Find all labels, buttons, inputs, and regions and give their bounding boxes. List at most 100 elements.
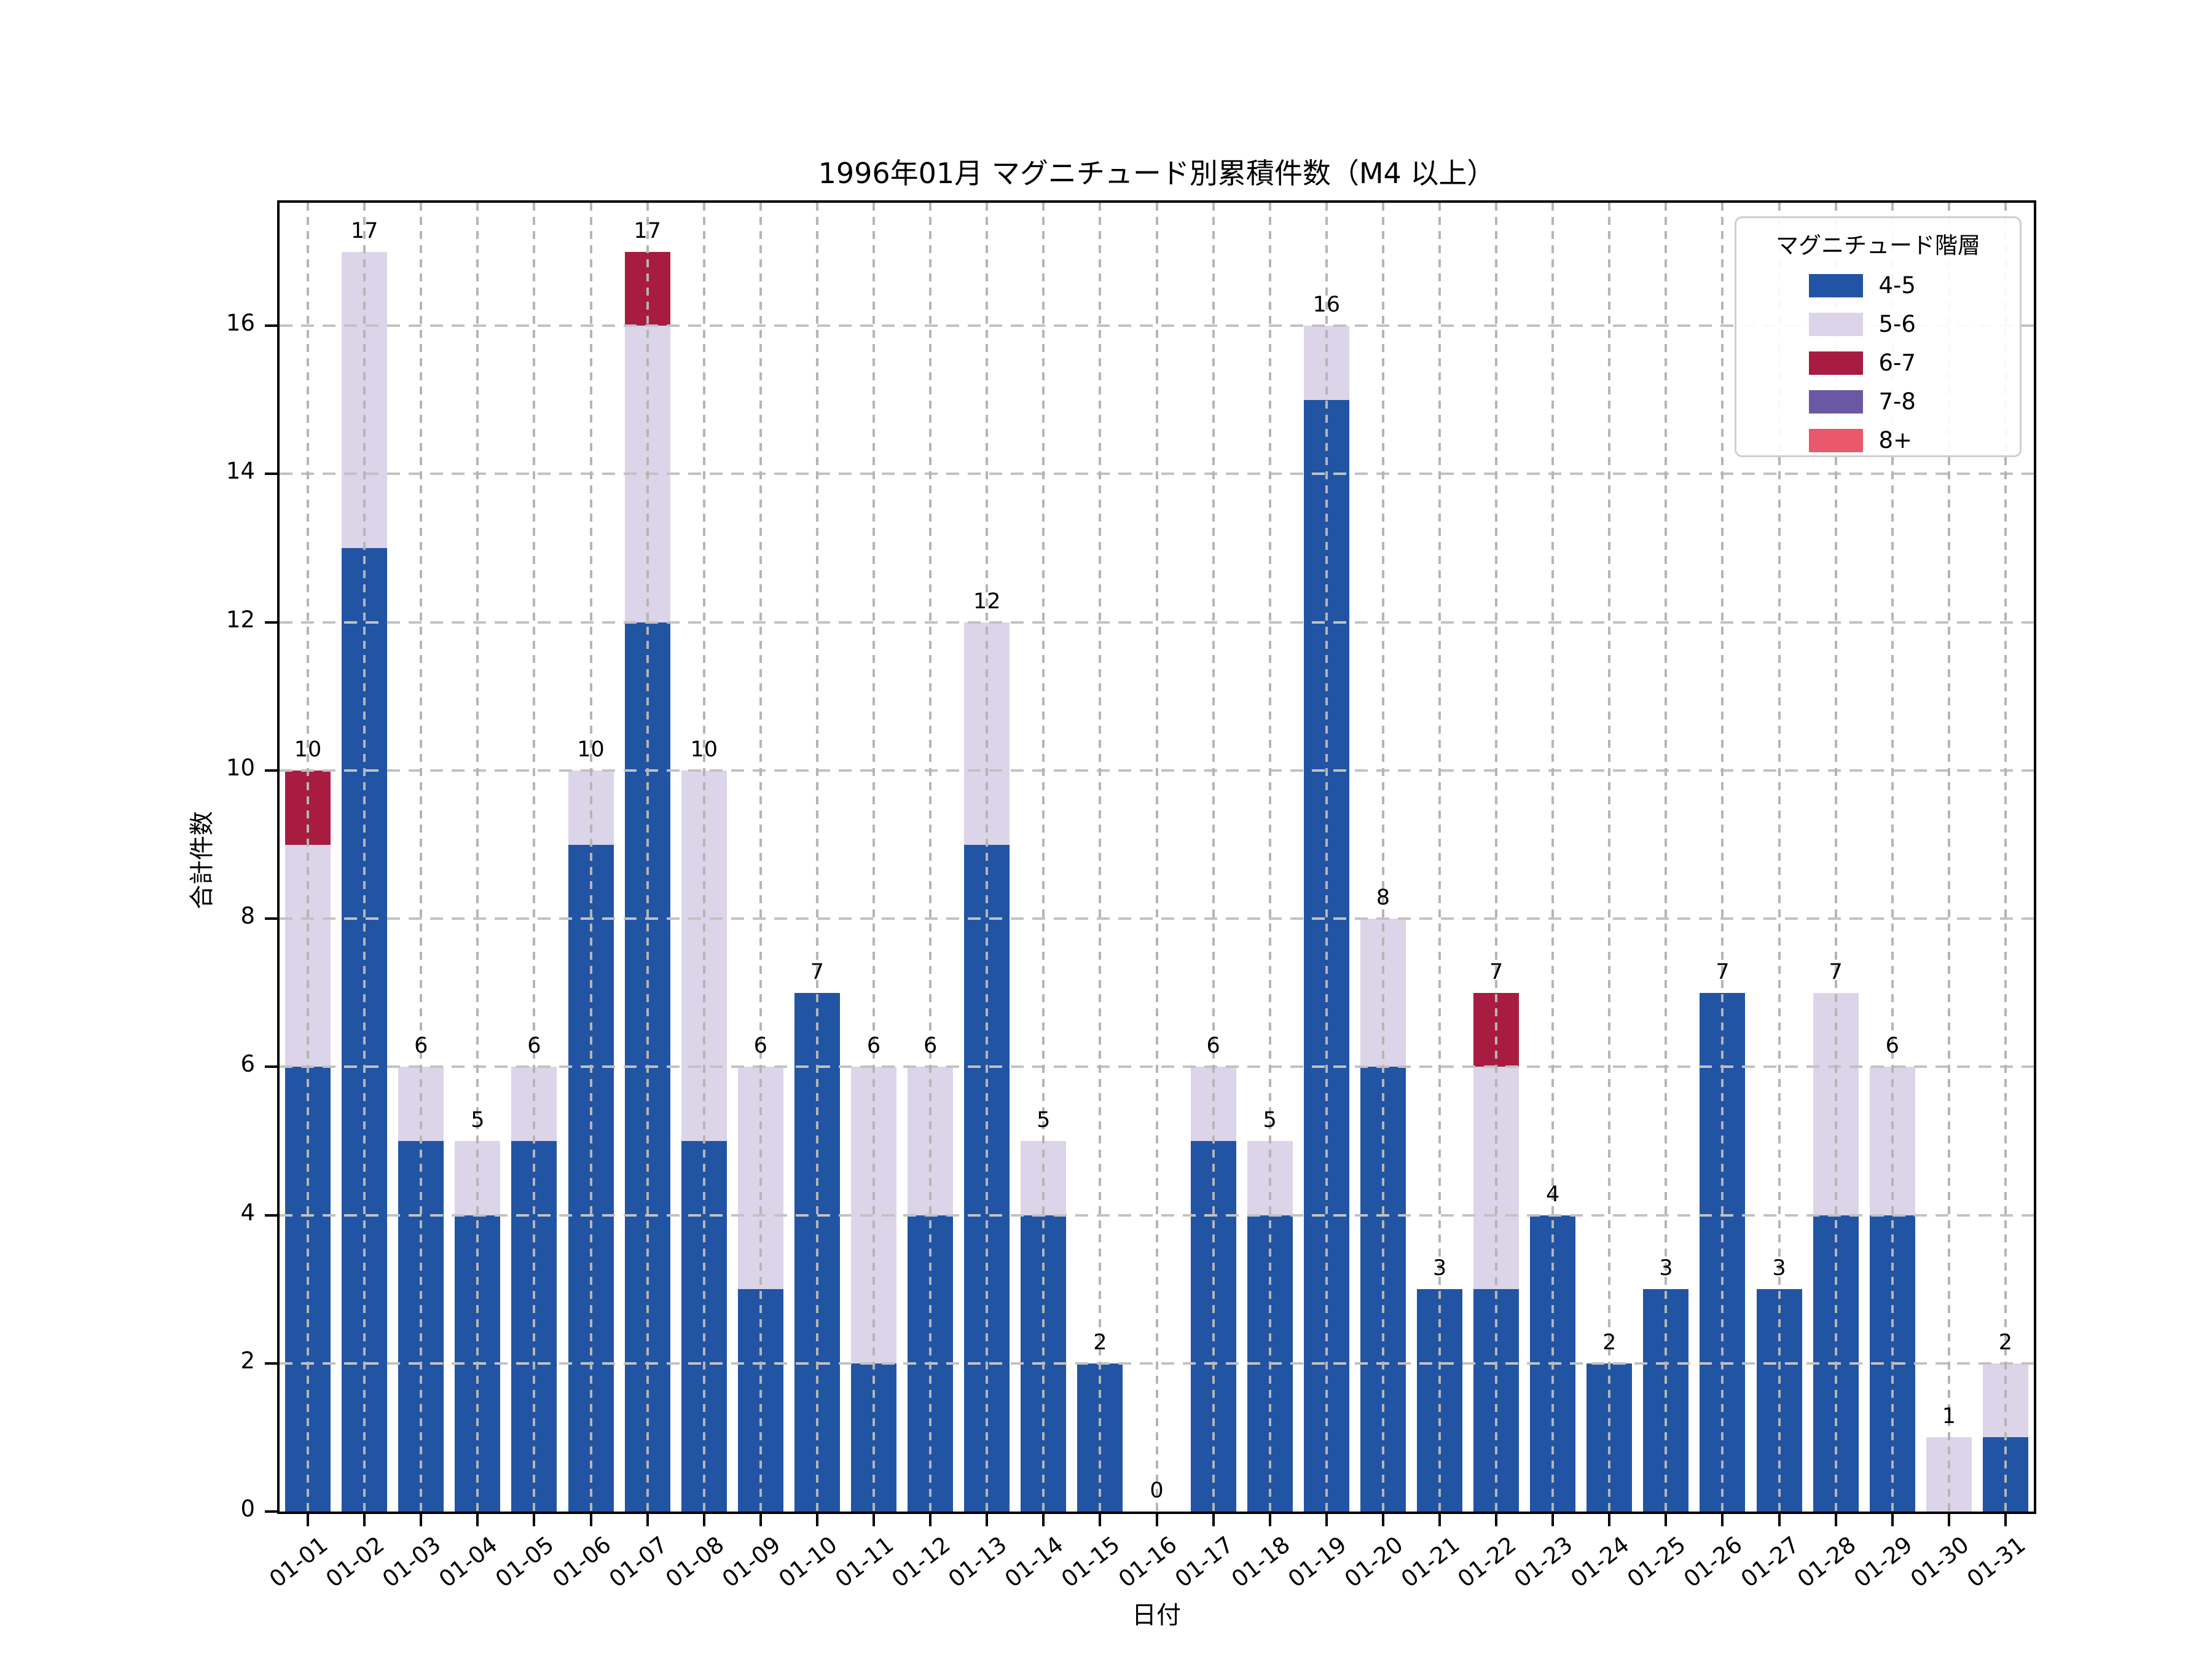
bar-total-label: 4 — [1546, 1182, 1560, 1207]
v-gridline — [1891, 203, 1894, 1512]
bar-total-label: 3 — [1432, 1256, 1447, 1281]
bar-total-label: 1 — [1942, 1404, 1956, 1429]
x-tick — [1212, 1514, 1215, 1526]
legend-swatch-5-6 — [1808, 312, 1863, 336]
legend-entry-label: 8+ — [1878, 427, 1913, 453]
bar-total-label: 12 — [973, 589, 1001, 614]
y-tick — [265, 917, 277, 920]
bar-total-label: 2 — [1093, 1330, 1107, 1355]
v-gridline — [873, 203, 876, 1512]
y-tick — [265, 473, 277, 476]
v-gridline — [1495, 203, 1498, 1512]
x-tick — [1608, 1514, 1611, 1526]
v-gridline — [363, 203, 366, 1512]
bar-total-label: 10 — [690, 737, 718, 762]
bar-total-label: 7 — [1716, 959, 1730, 984]
v-gridline — [1778, 203, 1781, 1512]
bar-total-label: 17 — [350, 218, 378, 243]
y-tick-label: 2 — [240, 1347, 255, 1374]
chart-title: 1996年01月 マグニチュード別累積件数（M4 以上） — [818, 157, 1496, 190]
v-gridline — [1721, 203, 1724, 1512]
legend-swatch-4-5 — [1808, 273, 1863, 297]
v-gridline — [533, 203, 536, 1512]
v-gridline — [1212, 203, 1215, 1512]
x-tick — [1551, 1514, 1555, 1526]
v-gridline — [1268, 203, 1271, 1512]
bar-total-label: 6 — [414, 1033, 428, 1059]
bar-total-label: 0 — [1150, 1478, 1164, 1503]
v-gridline — [1155, 203, 1158, 1512]
x-tick — [533, 1514, 536, 1526]
x-tick — [1268, 1514, 1271, 1526]
v-gridline — [1665, 203, 1668, 1512]
y-tick-label: 12 — [226, 606, 255, 633]
bar-total-label: 7 — [810, 959, 825, 984]
x-tick — [702, 1514, 705, 1526]
bar-total-label: 17 — [633, 218, 661, 243]
y-tick-label: 6 — [240, 1051, 255, 1078]
x-tick — [986, 1514, 989, 1526]
x-tick — [1947, 1514, 1950, 1526]
y-tick-label: 14 — [226, 458, 255, 485]
x-tick — [1155, 1514, 1158, 1526]
bar-total-label: 2 — [1602, 1330, 1617, 1355]
bar-total-label: 10 — [577, 737, 605, 762]
x-tick — [815, 1514, 818, 1526]
legend-entries: 4-5 5-6 6-7 7-8 8+ — [1736, 266, 2020, 460]
legend-entry-6-7: 6-7 — [1736, 343, 2020, 382]
x-tick — [363, 1514, 366, 1526]
y-tick-label: 4 — [240, 1199, 255, 1226]
v-gridline — [476, 203, 479, 1512]
x-tick — [1381, 1514, 1384, 1526]
v-gridline — [702, 203, 705, 1512]
x-tick — [1495, 1514, 1498, 1526]
v-gridline — [589, 203, 592, 1512]
v-gridline — [929, 203, 932, 1512]
bar-total-label: 8 — [1376, 885, 1390, 911]
bar-total-label: 3 — [1772, 1256, 1786, 1281]
v-gridline — [1608, 203, 1611, 1512]
y-tick — [265, 1214, 277, 1217]
x-tick — [1099, 1514, 1102, 1526]
x-axis-label: 日付 — [1132, 1601, 1181, 1630]
v-gridline — [1325, 203, 1328, 1512]
v-gridline — [986, 203, 989, 1512]
legend-swatch-8+ — [1808, 428, 1863, 452]
bar-total-label: 5 — [471, 1107, 485, 1132]
bar-total-label: 5 — [1263, 1107, 1277, 1132]
y-tick — [265, 1362, 277, 1365]
bar-total-label: 5 — [1037, 1107, 1051, 1132]
x-tick — [929, 1514, 932, 1526]
x-tick — [873, 1514, 876, 1526]
x-tick — [646, 1514, 649, 1526]
v-gridline — [1947, 203, 1950, 1512]
x-tick — [1721, 1514, 1724, 1526]
legend-entry-label: 6-7 — [1878, 350, 1916, 376]
x-tick — [1042, 1514, 1045, 1526]
bar-total-label: 6 — [527, 1033, 541, 1059]
bar-total-label: 6 — [753, 1033, 767, 1059]
y-tick-label: 8 — [240, 903, 255, 930]
y-tick-label: 0 — [240, 1496, 255, 1522]
bar-total-label: 3 — [1659, 1256, 1673, 1281]
v-gridline — [815, 203, 818, 1512]
legend-title: マグニチュード階層 — [1776, 232, 1980, 259]
x-tick — [1778, 1514, 1781, 1526]
legend-entry-5-6: 5-6 — [1736, 305, 2020, 343]
legend: マグニチュード階層 4-5 5-6 6-7 7-8 8+ — [1735, 216, 2022, 457]
x-tick — [307, 1514, 310, 1526]
bar-total-label: 6 — [923, 1033, 938, 1059]
x-tick — [2004, 1514, 2007, 1526]
bar-total-label: 6 — [1885, 1033, 1899, 1059]
v-gridline — [1381, 203, 1384, 1512]
v-gridline — [1099, 203, 1102, 1512]
legend-entry-7-8: 7-8 — [1736, 382, 2020, 421]
y-tick — [265, 1510, 277, 1513]
bar-total-label: 16 — [1312, 292, 1341, 318]
legend-entry-label: 4-5 — [1878, 272, 1916, 299]
bar-total-label: 7 — [1829, 959, 1843, 984]
v-gridline — [1834, 203, 1837, 1512]
y-tick-label: 16 — [226, 310, 255, 337]
legend-swatch-6-7 — [1808, 351, 1863, 375]
